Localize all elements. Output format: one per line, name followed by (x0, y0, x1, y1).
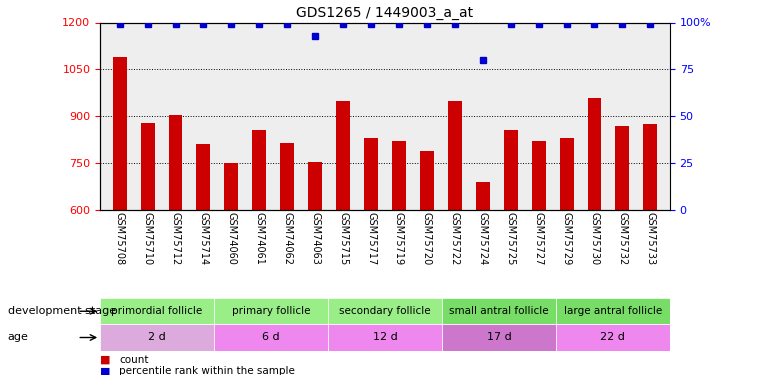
Bar (392, 141, 406, 375)
FancyBboxPatch shape (556, 298, 670, 324)
Text: 6 d: 6 d (263, 333, 280, 342)
FancyBboxPatch shape (214, 298, 328, 324)
FancyBboxPatch shape (328, 298, 442, 324)
Text: percentile rank within the sample: percentile rank within the sample (119, 366, 295, 375)
Text: GSM74061: GSM74061 (254, 212, 264, 265)
Text: GSM75715: GSM75715 (338, 212, 348, 265)
Bar (141, 123, 155, 375)
Text: GSM75730: GSM75730 (590, 212, 600, 265)
Text: ■: ■ (100, 355, 111, 365)
Bar (112, 57, 126, 375)
Text: GSM75732: GSM75732 (618, 212, 628, 265)
Text: GSM75725: GSM75725 (506, 212, 516, 265)
Text: large antral follicle: large antral follicle (564, 306, 662, 316)
Text: GSM75722: GSM75722 (450, 212, 460, 265)
FancyBboxPatch shape (442, 324, 556, 351)
Text: GSM75710: GSM75710 (142, 212, 152, 265)
Text: GSM75724: GSM75724 (477, 212, 487, 265)
Bar (588, 98, 601, 375)
Text: GSM75733: GSM75733 (645, 212, 655, 265)
Text: GSM75717: GSM75717 (366, 212, 376, 265)
Text: count: count (119, 355, 149, 365)
Bar (531, 141, 546, 375)
Text: GSM75729: GSM75729 (561, 212, 571, 265)
FancyBboxPatch shape (100, 324, 214, 351)
Text: GSM74062: GSM74062 (283, 212, 293, 265)
Text: GSM75720: GSM75720 (422, 212, 432, 265)
Bar (196, 144, 210, 375)
Text: GSM75727: GSM75727 (534, 212, 544, 265)
Text: small antral follicle: small antral follicle (449, 306, 549, 316)
Bar (224, 163, 239, 375)
Bar (364, 138, 378, 375)
Text: age: age (8, 333, 28, 342)
Bar (476, 182, 490, 375)
FancyBboxPatch shape (328, 324, 442, 351)
Bar (448, 100, 462, 375)
Text: GSM74060: GSM74060 (226, 212, 236, 265)
Text: 22 d: 22 d (601, 333, 625, 342)
FancyBboxPatch shape (100, 298, 214, 324)
Bar (280, 143, 294, 375)
Bar (169, 115, 182, 375)
Text: primordial follicle: primordial follicle (112, 306, 203, 316)
Bar (644, 124, 658, 375)
Text: GSM74063: GSM74063 (310, 212, 320, 265)
Bar (420, 151, 434, 375)
Text: GSM75714: GSM75714 (199, 212, 209, 265)
Bar (336, 100, 350, 375)
Title: GDS1265 / 1449003_a_at: GDS1265 / 1449003_a_at (296, 6, 474, 20)
Text: GSM75708: GSM75708 (115, 212, 125, 265)
Text: development stage: development stage (8, 306, 115, 316)
Bar (615, 126, 629, 375)
Bar (560, 138, 574, 375)
Text: GSM75712: GSM75712 (170, 212, 180, 265)
Text: GSM75719: GSM75719 (394, 212, 404, 265)
Text: secondary follicle: secondary follicle (340, 306, 430, 316)
Text: primary follicle: primary follicle (232, 306, 310, 316)
Text: 17 d: 17 d (487, 333, 511, 342)
Text: 12 d: 12 d (373, 333, 397, 342)
Bar (253, 130, 266, 375)
FancyBboxPatch shape (214, 324, 328, 351)
Bar (504, 130, 517, 375)
FancyBboxPatch shape (442, 298, 556, 324)
Text: 2 d: 2 d (148, 333, 166, 342)
Bar (308, 162, 322, 375)
FancyBboxPatch shape (556, 324, 670, 351)
Text: ■: ■ (100, 366, 111, 375)
